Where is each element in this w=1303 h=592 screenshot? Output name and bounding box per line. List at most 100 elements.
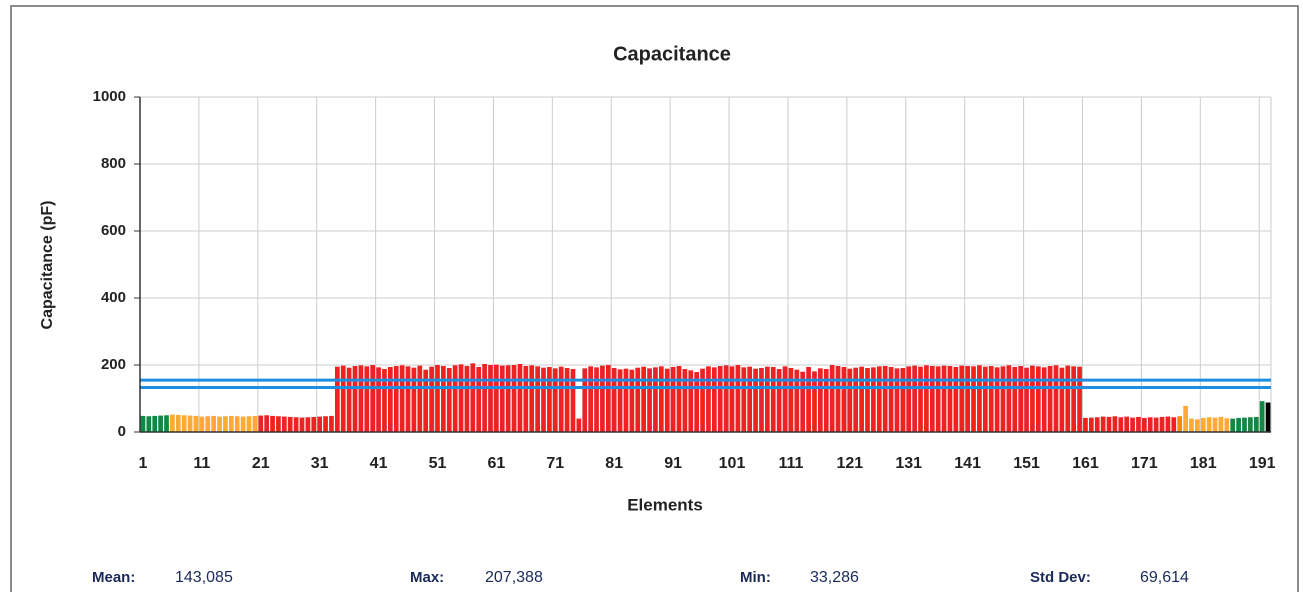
stat-label: Mean: [92, 569, 135, 586]
x-tick-label: 91 [664, 455, 682, 472]
bar [576, 418, 582, 432]
bar [735, 365, 741, 432]
bar [924, 365, 929, 432]
bar [464, 366, 470, 432]
bar [541, 367, 546, 432]
bar [552, 368, 558, 432]
bar [653, 367, 658, 432]
chart-title: Capacitance [613, 43, 731, 65]
bar [812, 371, 817, 432]
bar [941, 365, 947, 432]
bar [876, 366, 882, 432]
bar [676, 366, 682, 432]
bar [971, 366, 976, 432]
bar [1024, 367, 1029, 432]
bar [258, 415, 264, 432]
bar [658, 366, 664, 432]
bar [894, 368, 900, 432]
bar [764, 366, 770, 432]
bar [600, 365, 605, 432]
y-tick-label: 600 [101, 222, 126, 239]
bar [370, 365, 376, 432]
bar [187, 415, 193, 432]
bar [818, 368, 823, 432]
bar [1083, 417, 1088, 432]
bar [152, 415, 158, 432]
bar [1259, 401, 1265, 432]
bar [570, 369, 576, 432]
bar [1100, 416, 1106, 432]
bar [1053, 365, 1059, 432]
bar [1212, 417, 1218, 432]
x-tick-label: 121 [836, 455, 863, 472]
x-tick-label: 81 [605, 455, 623, 472]
bar [252, 415, 258, 432]
y-tick-label: 400 [101, 289, 126, 306]
bar [287, 416, 293, 432]
bar [499, 365, 505, 432]
bar [1041, 367, 1047, 432]
bar [411, 367, 417, 432]
x-tick-label: 71 [546, 455, 564, 472]
bar [1230, 418, 1236, 432]
bar [276, 416, 281, 432]
bar [346, 367, 352, 432]
bar [1147, 417, 1153, 432]
bar [405, 366, 411, 432]
bar [994, 367, 1000, 432]
bar [611, 368, 617, 432]
bar [470, 363, 476, 432]
bar [1012, 367, 1018, 432]
x-tick-label: 161 [1072, 455, 1099, 472]
bar [446, 368, 452, 432]
bar [723, 365, 729, 432]
bar [1136, 416, 1141, 432]
bar [240, 416, 246, 432]
bar [906, 366, 912, 432]
bar [170, 414, 175, 432]
bar [1141, 417, 1147, 432]
bar [1171, 417, 1177, 432]
bar [246, 416, 252, 432]
bar [482, 363, 487, 432]
bar [794, 369, 800, 432]
x-tick-label: 181 [1190, 455, 1217, 472]
bar [623, 368, 629, 432]
bar [829, 365, 835, 432]
x-tick-label: 61 [487, 455, 505, 472]
bar [806, 367, 811, 432]
bar [211, 415, 216, 432]
stat-label: Min: [740, 569, 771, 586]
bar [281, 416, 287, 432]
bar [605, 365, 611, 432]
bar [535, 366, 540, 432]
bar [835, 366, 841, 432]
bar [929, 366, 935, 432]
bar [688, 370, 694, 432]
bar [770, 367, 776, 432]
x-tick-label: 151 [1013, 455, 1040, 472]
bar [364, 366, 370, 432]
bar [558, 366, 564, 432]
y-tick-label: 800 [101, 155, 126, 172]
bar [452, 365, 458, 432]
stat-label: Max: [410, 569, 444, 586]
bar [1248, 417, 1253, 432]
bar [352, 366, 358, 432]
bar [918, 366, 923, 432]
bar [706, 366, 711, 432]
bar [1130, 417, 1135, 432]
y-tick-label: 200 [101, 356, 126, 373]
bar [1018, 366, 1024, 432]
bar [523, 366, 529, 432]
bar [435, 365, 440, 432]
bar [1118, 417, 1124, 432]
x-axis-label: Elements [627, 495, 703, 514]
chart-frame [10, 5, 1299, 592]
x-tick-label: 191 [1249, 455, 1276, 472]
plot-area [140, 97, 1271, 432]
bar [741, 367, 747, 432]
bar [800, 371, 806, 432]
bar [1159, 416, 1165, 432]
bar [753, 368, 758, 432]
